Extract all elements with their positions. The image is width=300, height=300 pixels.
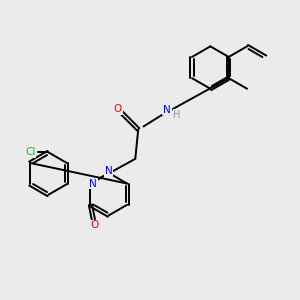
Text: N: N [89,178,97,189]
Text: O: O [91,220,99,230]
Text: N: N [163,105,171,115]
Text: Cl: Cl [25,147,35,158]
Text: O: O [113,104,122,114]
Text: H: H [173,110,181,120]
Text: N: N [105,167,113,176]
